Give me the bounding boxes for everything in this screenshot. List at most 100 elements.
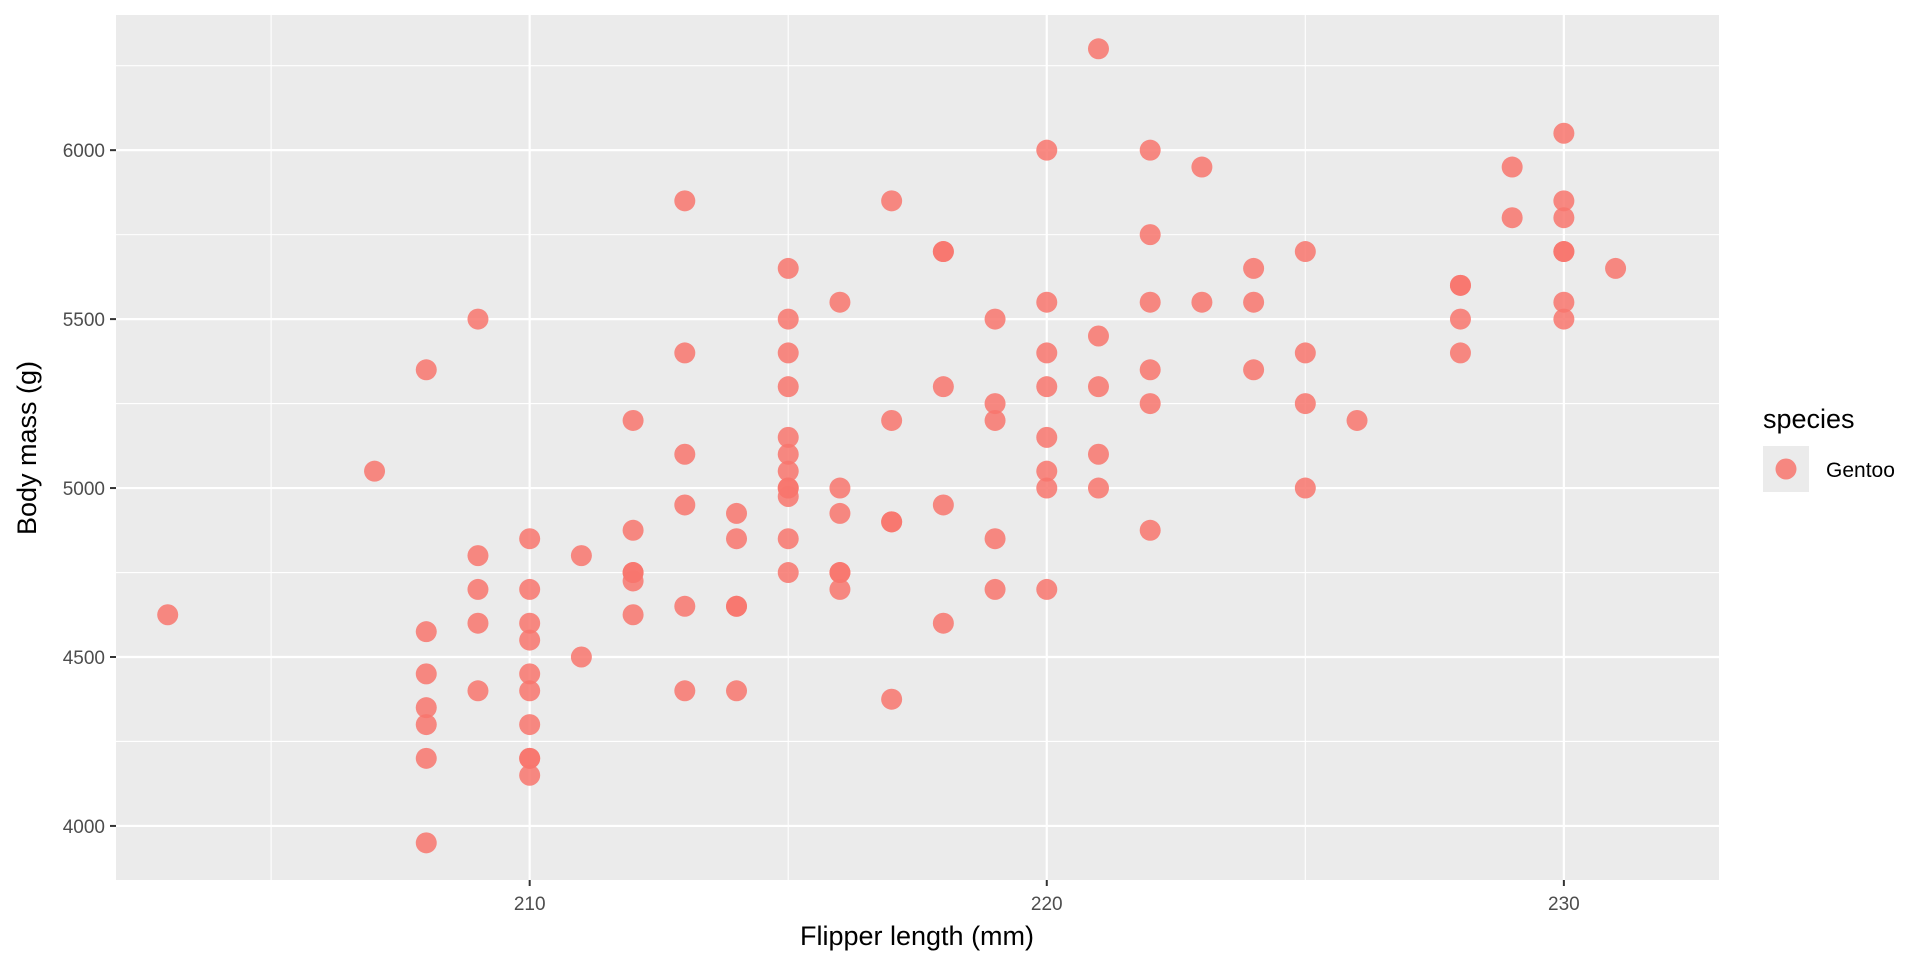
- data-point: [1036, 477, 1058, 499]
- data-point: [726, 595, 748, 617]
- data-point: [932, 241, 954, 263]
- data-point: [932, 376, 954, 398]
- x-tick-label: 230: [1548, 894, 1580, 915]
- data-point: [726, 528, 748, 550]
- data-point: [777, 257, 799, 279]
- data-point: [1087, 443, 1109, 465]
- data-point: [1036, 376, 1058, 398]
- data-point: [1243, 257, 1265, 279]
- data-point: [777, 342, 799, 364]
- data-point: [777, 460, 799, 482]
- data-point: [1449, 342, 1471, 364]
- data-point: [1243, 291, 1265, 313]
- y-axis-ticks: 4000 4500 5000 5500 6000: [63, 141, 116, 838]
- data-point: [777, 443, 799, 465]
- data-point: [519, 764, 541, 786]
- data-point: [415, 832, 437, 854]
- data-point: [1346, 409, 1368, 431]
- data-point: [1139, 359, 1161, 381]
- data-point: [415, 714, 437, 736]
- data-point: [881, 511, 903, 533]
- data-point: [777, 485, 799, 507]
- x-tick-label: 210: [514, 894, 546, 915]
- minor-gridlines: [116, 15, 1719, 880]
- data-point: [881, 688, 903, 710]
- data-point: [674, 494, 696, 516]
- data-point: [1087, 325, 1109, 347]
- data-point: [829, 562, 851, 584]
- data-point: [1036, 342, 1058, 364]
- data-point: [1553, 291, 1575, 313]
- data-point: [415, 359, 437, 381]
- data-point: [932, 494, 954, 516]
- data-point: [519, 680, 541, 702]
- data-point: [570, 646, 592, 668]
- data-point: [1294, 477, 1316, 499]
- data-point: [467, 680, 489, 702]
- data-point: [415, 697, 437, 719]
- data-point: [1139, 291, 1161, 313]
- data-point: [984, 578, 1006, 600]
- data-point: [1501, 207, 1523, 229]
- data-point: [519, 714, 541, 736]
- data-point: [777, 376, 799, 398]
- data-point: [932, 612, 954, 634]
- y-tick-label: 5000: [63, 479, 105, 500]
- data-point: [777, 528, 799, 550]
- data-point: [622, 519, 644, 541]
- data-point: [674, 342, 696, 364]
- data-point: [1036, 139, 1058, 161]
- y-tick-label: 4000: [63, 817, 105, 838]
- data-point: [1087, 376, 1109, 398]
- data-point: [1243, 359, 1265, 381]
- data-point: [984, 528, 1006, 550]
- data-point: [415, 747, 437, 769]
- data-point: [467, 308, 489, 330]
- data-point: [674, 190, 696, 212]
- data-point: [519, 528, 541, 550]
- x-tick-label: 220: [1031, 894, 1063, 915]
- data-point: [726, 680, 748, 702]
- data-point: [1449, 274, 1471, 296]
- data-point: [984, 393, 1006, 415]
- data-point: [1139, 519, 1161, 541]
- data-point: [674, 595, 696, 617]
- data-point: [1139, 139, 1161, 161]
- data-point: [1191, 156, 1213, 178]
- x-axis-title: Flipper length (mm): [800, 921, 1034, 951]
- data-point: [1501, 156, 1523, 178]
- data-point: [467, 612, 489, 634]
- data-point: [1553, 308, 1575, 330]
- data-point: [364, 460, 386, 482]
- legend-symbol: [1775, 458, 1797, 480]
- data-point: [829, 578, 851, 600]
- data-point: [1191, 291, 1213, 313]
- plot-panel: [116, 15, 1719, 880]
- data-point: [829, 477, 851, 499]
- data-point: [570, 545, 592, 567]
- data-point: [1294, 241, 1316, 263]
- data-point: [777, 562, 799, 584]
- y-tick-label: 4500: [63, 648, 105, 669]
- y-axis-title: Body mass (g): [12, 361, 42, 535]
- data-point: [467, 545, 489, 567]
- x-axis-ticks: 210 220 230: [514, 880, 1580, 915]
- data-point: [519, 747, 541, 769]
- data-point: [1087, 477, 1109, 499]
- data-point: [726, 502, 748, 524]
- data-point: [1553, 190, 1575, 212]
- data-points: [157, 38, 1627, 854]
- y-tick-label: 6000: [63, 141, 105, 162]
- data-point: [1036, 291, 1058, 313]
- data-point: [777, 426, 799, 448]
- data-point: [1605, 257, 1627, 279]
- data-point: [984, 308, 1006, 330]
- data-point: [984, 409, 1006, 431]
- data-point: [415, 663, 437, 685]
- data-point: [1139, 393, 1161, 415]
- data-point: [1449, 308, 1471, 330]
- data-point: [157, 604, 179, 626]
- data-point: [1036, 578, 1058, 600]
- data-point: [467, 578, 489, 600]
